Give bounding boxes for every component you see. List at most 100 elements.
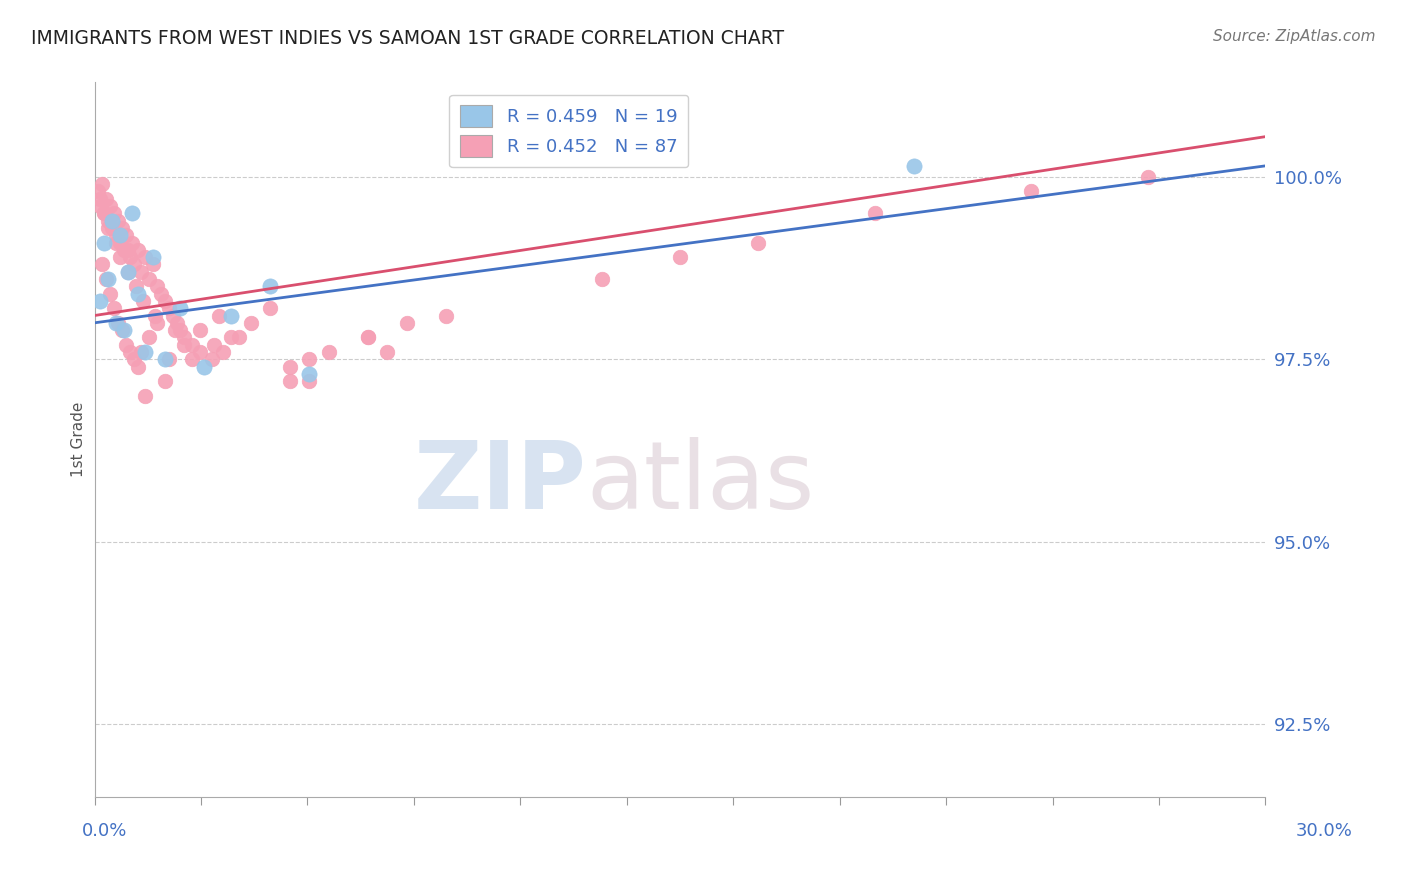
Point	[93, 206, 115, 220]
Point	[105, 228, 128, 243]
Point	[228, 330, 250, 344]
Point	[357, 330, 380, 344]
Point	[239, 316, 262, 330]
Point	[202, 337, 225, 351]
Point	[91, 177, 114, 191]
Point	[219, 330, 242, 344]
Point	[108, 228, 131, 243]
Point	[101, 213, 124, 227]
Point	[121, 206, 143, 220]
Point	[298, 367, 321, 381]
Point	[142, 257, 165, 271]
Point	[118, 345, 141, 359]
Point	[212, 345, 235, 359]
Point	[127, 286, 149, 301]
Point	[357, 330, 380, 344]
Point	[591, 272, 613, 286]
Point	[193, 359, 215, 374]
Point	[181, 352, 204, 367]
Point	[169, 301, 191, 316]
Point	[98, 286, 121, 301]
Point	[103, 206, 125, 220]
Point	[117, 265, 139, 279]
Point	[395, 316, 418, 330]
Point	[434, 309, 457, 323]
Point	[181, 337, 204, 351]
Point	[146, 279, 169, 293]
Point	[219, 309, 242, 323]
Point	[87, 185, 110, 199]
Point	[162, 309, 184, 323]
Point	[278, 374, 301, 388]
Point	[101, 220, 124, 235]
Point	[132, 293, 155, 308]
Point	[143, 309, 166, 323]
Point	[188, 323, 211, 337]
Point	[169, 323, 191, 337]
Point	[208, 309, 231, 323]
Point	[163, 323, 186, 337]
Legend: R = 0.459   N = 19, R = 0.452   N = 87: R = 0.459 N = 19, R = 0.452 N = 87	[449, 95, 689, 168]
Point	[114, 337, 136, 351]
Point	[112, 243, 135, 257]
Text: 30.0%: 30.0%	[1296, 822, 1353, 840]
Point	[98, 199, 121, 213]
Point	[153, 293, 176, 308]
Point	[375, 345, 398, 359]
Point	[97, 272, 120, 286]
Point	[105, 235, 128, 250]
Point	[259, 301, 281, 316]
Point	[298, 352, 321, 367]
Point	[138, 330, 160, 344]
Point	[122, 257, 145, 271]
Point	[91, 257, 114, 271]
Point	[105, 316, 128, 330]
Point	[108, 235, 131, 250]
Text: Source: ZipAtlas.com: Source: ZipAtlas.com	[1212, 29, 1375, 44]
Point	[173, 330, 195, 344]
Point	[117, 265, 139, 279]
Point	[93, 206, 115, 220]
Point	[149, 286, 172, 301]
Point	[298, 374, 321, 388]
Text: atlas: atlas	[586, 436, 814, 529]
Point	[93, 235, 115, 250]
Point	[89, 199, 111, 213]
Point	[108, 250, 131, 264]
Point	[127, 243, 149, 257]
Point	[318, 345, 340, 359]
Point	[111, 220, 134, 235]
Point	[112, 323, 135, 337]
Point	[157, 352, 180, 367]
Point	[173, 337, 195, 351]
Point	[117, 243, 139, 257]
Point	[278, 359, 301, 374]
Point	[1019, 185, 1042, 199]
Point	[89, 293, 111, 308]
Point	[153, 352, 176, 367]
Point	[201, 352, 224, 367]
Point	[89, 192, 111, 206]
Point	[127, 359, 149, 374]
Point	[146, 316, 169, 330]
Point	[107, 213, 129, 227]
Point	[903, 159, 925, 173]
Text: ZIP: ZIP	[413, 436, 586, 529]
Point	[97, 213, 120, 227]
Point	[188, 345, 211, 359]
Point	[96, 192, 118, 206]
Point	[138, 272, 160, 286]
Point	[134, 345, 156, 359]
Point	[134, 389, 156, 403]
Point	[103, 301, 125, 316]
Point	[131, 345, 153, 359]
Point	[134, 250, 156, 264]
Text: 0.0%: 0.0%	[82, 822, 127, 840]
Point	[142, 250, 165, 264]
Point	[669, 250, 692, 264]
Point	[259, 279, 281, 293]
Point	[1137, 169, 1160, 184]
Point	[166, 316, 188, 330]
Point	[124, 279, 146, 293]
Point	[114, 228, 136, 243]
